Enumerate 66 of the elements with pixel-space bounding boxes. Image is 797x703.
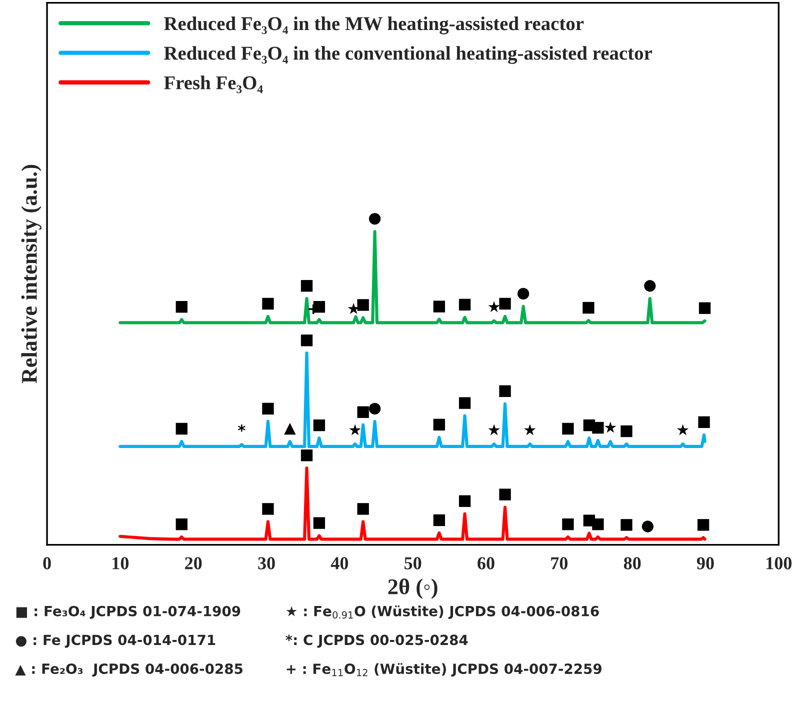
- annotation: ★: [604, 422, 616, 433]
- annotation: ■: [433, 514, 446, 526]
- annotation: ■: [499, 488, 511, 500]
- annotation: ■: [176, 301, 188, 313]
- x-tick-label: 0: [43, 557, 51, 570]
- annotation: ●: [644, 280, 656, 292]
- annotation: ■: [433, 300, 446, 312]
- annotation: ●: [368, 213, 381, 225]
- annotation: ★: [676, 424, 689, 436]
- annotation: ■: [620, 519, 632, 531]
- annotation: ■: [262, 402, 274, 415]
- annotation: ■: [262, 503, 274, 515]
- annotation: ■: [176, 518, 188, 530]
- x-tick-label: 70: [551, 557, 568, 570]
- annotation: ■: [313, 419, 326, 432]
- annotation: ■: [300, 280, 313, 292]
- text: + : Fe$_{11}$O$_{12}$ (Wüstite) JCPDS 04-007-2259: [286, 663, 602, 677]
- annotation: ■: [300, 450, 313, 462]
- x-tick-label: 90: [696, 557, 714, 570]
- annotation: ●: [517, 288, 530, 300]
- text: ■ : Fe₃O₄ JCPDS 01-074-1909: [16, 606, 240, 619]
- x-tick-label: 60: [478, 557, 494, 570]
- annotation: ●: [642, 520, 654, 532]
- annotation: ★: [349, 424, 361, 436]
- annotation: ●: [368, 402, 381, 415]
- text: ★ : Fe$_{0.91}$O (Wüstite) JCPDS 04-006-0816: [286, 605, 599, 619]
- annotation: ■: [620, 425, 632, 438]
- annotation: ★: [524, 424, 536, 436]
- text: ● : Fe JCPDS 04-014-0171: [16, 634, 216, 648]
- annotation: ■: [499, 298, 511, 310]
- annotation: ■: [698, 302, 711, 314]
- annotation: ■: [357, 299, 369, 311]
- x-tick-label: 80: [624, 557, 641, 570]
- annotation: *: [238, 424, 246, 432]
- annotation: ■: [300, 334, 313, 346]
- legend-label: Reduced Fe₃O₄ in the conventional heating-assisted reactor: [164, 46, 652, 64]
- annotation: ■: [313, 517, 326, 529]
- text: *: C JCPDS 00-025-0284: [286, 634, 468, 648]
- annotation: ■: [458, 495, 471, 507]
- x-tick-label: 50: [404, 557, 422, 570]
- annotation: ■: [499, 385, 511, 397]
- annotation: ★: [488, 424, 500, 436]
- annotation: ■: [433, 418, 446, 431]
- annotation: ■: [262, 298, 274, 310]
- x-tick-label: 30: [258, 557, 275, 570]
- annotation: ★: [488, 301, 500, 312]
- annotation: ■: [698, 416, 710, 428]
- annotation: ■: [582, 302, 594, 314]
- legend-label: Reduced Fe₃O₄ in the MW heating-assisted reactor: [164, 16, 584, 34]
- x-tick-label: 40: [330, 557, 348, 570]
- x-tick-label: 10: [112, 557, 129, 570]
- annotation: ■: [697, 519, 710, 531]
- annotation: ■: [357, 503, 369, 515]
- annotation: ■: [176, 422, 188, 435]
- legend-label: Fresh Fe₃O₄: [164, 76, 263, 94]
- text: ▲ : Fe₂O₃ JCPDS 04-006-0285: [15, 663, 242, 677]
- annotation: ■: [458, 397, 471, 409]
- annotation: ■: [562, 422, 574, 435]
- annotation: ■: [458, 298, 471, 311]
- y-axis-title: Relative intensity (a.u.): [21, 164, 42, 384]
- x-axis-title: 2θ (◦): [388, 578, 438, 599]
- x-tick-label: 100: [766, 557, 792, 570]
- annotation: ▲: [284, 422, 296, 435]
- x-tick-label: 20: [185, 557, 202, 570]
- annotation: ■: [562, 518, 574, 530]
- annotation: ■: [357, 406, 369, 418]
